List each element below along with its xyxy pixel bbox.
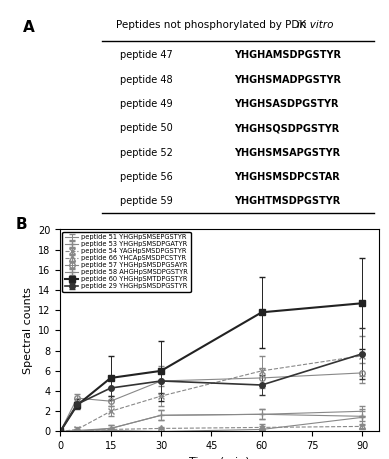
Legend: peptide 51 YHGHpSMSEPGSTYR, peptide 53 YHGHpSMSDPGATYR, peptide 54 YAGHpSMSDPGST: peptide 51 YHGHpSMSEPGSTYR, peptide 53 Y… [62,231,191,292]
X-axis label: Time (min): Time (min) [189,457,250,459]
Text: peptide 59: peptide 59 [120,196,172,207]
Text: YHGHSMSAPGSTYR: YHGHSMSAPGSTYR [234,148,340,158]
Text: A: A [23,20,35,35]
Y-axis label: Spectral counts: Spectral counts [23,287,33,374]
Text: YHGHTMSDPGSTYR: YHGHTMSDPGSTYR [234,196,340,207]
Text: peptide 48: peptide 48 [120,75,172,84]
Text: peptide 50: peptide 50 [120,123,172,134]
Text: peptide 52: peptide 52 [120,148,173,158]
Text: Peptides not phosphorylated by PDK: Peptides not phosphorylated by PDK [116,20,310,30]
Text: peptide 47: peptide 47 [120,50,172,60]
Text: YHGHSMADPGSTYR: YHGHSMADPGSTYR [234,75,341,84]
Text: peptide 49: peptide 49 [120,99,172,109]
Text: YHGHSMSDPCSTAR: YHGHSMSDPCSTAR [234,172,340,182]
Text: peptide 56: peptide 56 [120,172,172,182]
Text: YHGHAMSDPGSTYR: YHGHAMSDPGSTYR [234,50,341,60]
Text: in vitro: in vitro [297,20,333,30]
Text: YHGHSQSDPGSTYR: YHGHSQSDPGSTYR [234,123,340,134]
Text: B: B [16,218,27,232]
Text: YHGHSASDPGSTYR: YHGHSASDPGSTYR [234,99,339,109]
